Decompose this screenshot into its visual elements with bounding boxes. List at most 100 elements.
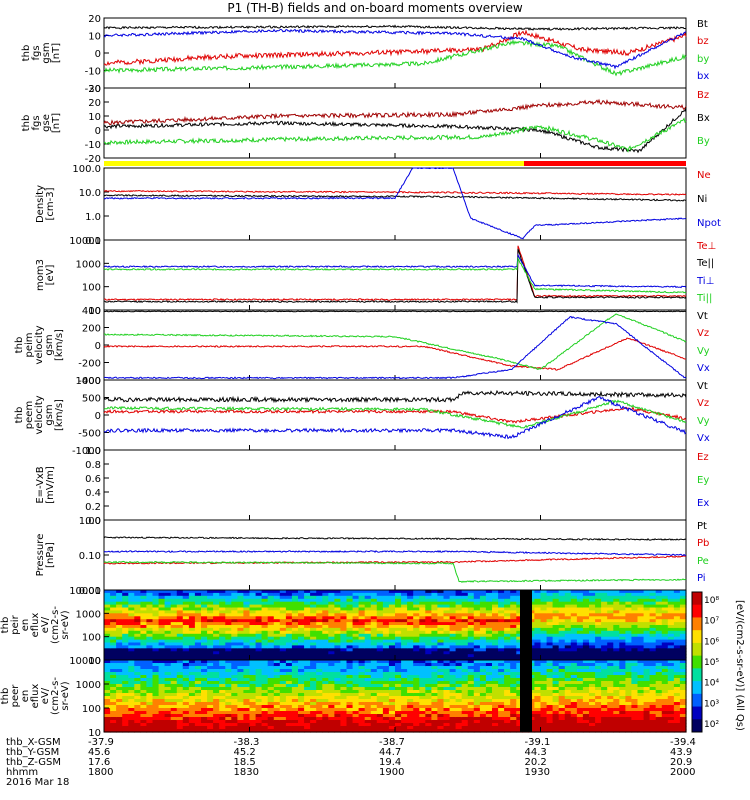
spectrogram-cell xyxy=(219,714,226,718)
spectrogram-cell xyxy=(607,696,614,700)
spectrogram-cell xyxy=(589,711,596,715)
spectrogram-cell xyxy=(492,598,499,603)
spectrogram-cell xyxy=(225,627,232,632)
spectrogram-cell xyxy=(619,613,626,617)
series-Vz xyxy=(103,337,686,371)
spectrogram-cell xyxy=(346,708,354,712)
spectrogram-cell xyxy=(419,696,426,700)
spectrogram-cell xyxy=(388,630,396,635)
spectrogram-cell xyxy=(595,696,602,700)
spectrogram-cell xyxy=(201,705,208,709)
spectrogram-cell xyxy=(279,723,287,727)
spectrogram-cell xyxy=(395,678,402,682)
spectrogram-cell xyxy=(194,660,202,664)
spectrogram-cell xyxy=(437,729,445,733)
spectrogram-cell xyxy=(401,684,408,688)
spectrogram-cell xyxy=(122,711,129,715)
spectrogram-cell xyxy=(419,717,426,721)
spectrogram-cell xyxy=(328,678,335,682)
spectrogram-cell xyxy=(673,726,681,730)
spectrogram-cell xyxy=(188,669,196,673)
spectrogram-cell xyxy=(291,690,299,694)
spectrogram-cell xyxy=(589,708,596,712)
spectrogram-cell xyxy=(176,684,184,688)
spectrogram-cell xyxy=(358,672,366,676)
spectrogram-cell xyxy=(425,619,432,623)
spectrogram-cell xyxy=(316,639,323,644)
spectrogram-cell xyxy=(595,693,602,697)
spectrogram-cell xyxy=(570,696,578,700)
spectrogram-cell xyxy=(637,604,645,609)
spectrogram-cell xyxy=(170,729,178,733)
spectrogram-cell xyxy=(582,636,590,641)
spectrogram-cell xyxy=(643,642,651,646)
spectrogram-cell xyxy=(504,613,511,617)
spectrogram-cell xyxy=(607,705,614,709)
spectrogram-cell xyxy=(176,705,184,709)
spectrogram-cell xyxy=(492,705,499,709)
footer-value: -39.1 xyxy=(524,737,551,748)
spectrogram-cell xyxy=(255,604,263,609)
spectrogram-cell xyxy=(510,619,517,623)
spectrogram-cell xyxy=(631,708,639,712)
spectrogram-cell xyxy=(552,660,560,664)
spectrogram-cell xyxy=(170,726,178,730)
spectrogram-cell xyxy=(431,711,439,715)
legend-entry: Ti|| xyxy=(697,293,713,304)
spectrogram-cell xyxy=(231,726,238,730)
spectrogram-cell xyxy=(110,642,117,646)
spectrogram-cell xyxy=(152,660,160,664)
spectrogram-cell xyxy=(467,633,475,638)
spectrogram-cell xyxy=(146,663,154,667)
spectrogram-cell xyxy=(382,657,390,661)
spectrogram-cell xyxy=(558,711,566,715)
spectrogram-cell xyxy=(152,666,160,670)
spectrogram-cell xyxy=(261,672,269,676)
spectrogram-cell xyxy=(298,654,305,658)
spectrogram-cell xyxy=(279,648,287,652)
spectrogram-cell xyxy=(576,619,584,623)
spectrogram-cell xyxy=(364,675,372,679)
spectrogram-cell xyxy=(667,592,675,597)
spectrogram-cell xyxy=(607,690,614,694)
spectrogram-cell xyxy=(407,613,414,617)
spectrogram-cell xyxy=(479,714,487,718)
spectrogram-cell xyxy=(619,627,626,632)
spectrogram-cell xyxy=(291,619,299,623)
spectrogram-cell xyxy=(388,592,396,597)
spectrogram-cell xyxy=(194,636,202,641)
panel-frame xyxy=(103,379,687,451)
spectrogram-cell xyxy=(643,613,651,617)
spectrogram-cell xyxy=(449,639,457,644)
spectrogram-cell xyxy=(140,660,148,664)
spectrogram-cell xyxy=(619,625,626,629)
spectrogram-cell xyxy=(237,590,245,594)
spectrogram-cell xyxy=(304,654,311,658)
spectrogram-cell xyxy=(613,666,620,670)
spectrogram-cell xyxy=(298,595,305,600)
spectrogram-cell xyxy=(649,681,657,685)
spectrogram-cell xyxy=(637,607,645,611)
spectrogram-cell xyxy=(382,726,390,730)
spectrogram-cell xyxy=(116,717,123,721)
spectrogram-cell xyxy=(534,642,542,646)
spectrogram-cell xyxy=(316,708,323,712)
spectrogram-cell xyxy=(225,708,232,712)
spectrogram-cell xyxy=(419,590,426,594)
spectrogram-cell xyxy=(673,625,681,629)
spectrogram-cell xyxy=(582,613,590,617)
spectrogram-cell xyxy=(607,666,614,670)
spectrogram-cell xyxy=(194,610,202,614)
spectrogram-cell xyxy=(467,663,475,667)
spectrogram-cell xyxy=(255,598,263,603)
spectrogram-cell xyxy=(370,714,378,718)
spectrogram-cell xyxy=(334,607,342,611)
spectrogram-cell xyxy=(546,669,554,673)
chart-title: P1 (TH-B) fields and on-board moments ov… xyxy=(227,1,523,15)
spectrogram-cell xyxy=(207,619,214,623)
spectrogram-cell xyxy=(213,702,220,706)
spectrogram-cell xyxy=(589,684,596,688)
spectrogram-cell xyxy=(667,639,675,644)
spectrogram-cell xyxy=(273,625,281,629)
spectrogram-cell xyxy=(376,666,384,670)
